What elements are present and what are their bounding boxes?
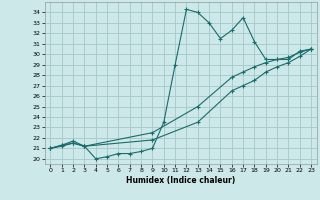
X-axis label: Humidex (Indice chaleur): Humidex (Indice chaleur) bbox=[126, 176, 236, 185]
